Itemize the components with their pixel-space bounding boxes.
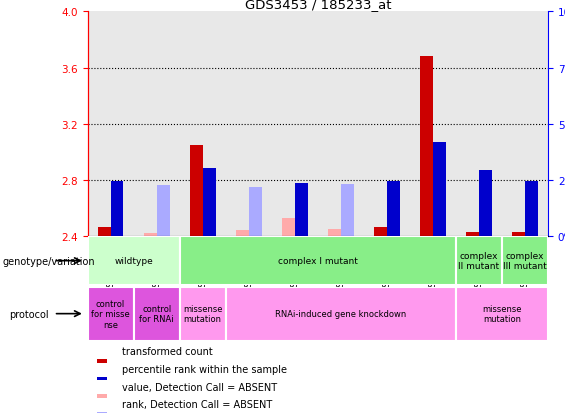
Text: protocol: protocol — [9, 309, 49, 319]
Text: percentile rank within the sample: percentile rank within the sample — [122, 364, 287, 374]
Text: transformed count: transformed count — [122, 347, 213, 356]
Bar — [236, 230, 249, 236]
Bar — [456, 12, 502, 236]
Bar — [387, 182, 400, 236]
Bar — [144, 233, 157, 236]
Bar — [225, 287, 456, 341]
Bar — [203, 169, 216, 236]
Bar — [97, 394, 107, 398]
Bar — [88, 287, 133, 341]
Bar — [282, 218, 295, 236]
Bar — [433, 142, 446, 236]
Text: complex I mutant: complex I mutant — [278, 256, 358, 266]
Bar — [466, 232, 479, 236]
Text: rank, Detection Call = ABSENT: rank, Detection Call = ABSENT — [122, 399, 272, 409]
Bar — [88, 12, 133, 236]
Bar — [374, 228, 387, 236]
Text: missense
mutation: missense mutation — [183, 304, 223, 323]
Bar — [97, 359, 107, 363]
Bar — [456, 236, 502, 286]
Bar — [364, 12, 410, 236]
Text: genotype/variation: genotype/variation — [3, 256, 95, 266]
Bar — [111, 182, 124, 236]
Bar — [502, 12, 548, 236]
Text: wildtype: wildtype — [114, 256, 153, 266]
Bar — [97, 377, 107, 380]
Bar — [502, 236, 548, 286]
Bar — [180, 12, 225, 236]
Bar — [249, 187, 262, 236]
Bar — [88, 236, 180, 286]
Bar — [190, 145, 203, 236]
Bar — [226, 12, 272, 236]
Bar — [328, 229, 341, 236]
Bar — [318, 12, 364, 236]
Text: value, Detection Call = ABSENT: value, Detection Call = ABSENT — [122, 382, 277, 392]
Bar — [98, 228, 111, 236]
Bar — [157, 186, 170, 236]
Text: missense
mutation: missense mutation — [483, 304, 521, 323]
Text: control
for RNAi: control for RNAi — [140, 304, 174, 323]
Bar — [420, 57, 433, 236]
Bar — [512, 232, 525, 236]
Bar — [295, 183, 308, 236]
Bar — [272, 12, 318, 236]
Bar — [97, 412, 107, 413]
Bar — [410, 12, 456, 236]
Bar — [180, 236, 456, 286]
Bar — [133, 287, 180, 341]
Text: complex
III mutant: complex III mutant — [503, 252, 547, 271]
Bar — [133, 12, 180, 236]
Bar — [479, 171, 492, 236]
Title: GDS3453 / 185233_at: GDS3453 / 185233_at — [245, 0, 391, 11]
Bar — [180, 287, 226, 341]
Bar — [456, 287, 548, 341]
Text: RNAi-induced gene knockdown: RNAi-induced gene knockdown — [275, 309, 406, 318]
Bar — [341, 185, 354, 236]
Text: complex
II mutant: complex II mutant — [458, 252, 499, 271]
Text: control
for misse
nse: control for misse nse — [91, 299, 130, 329]
Bar — [525, 182, 538, 236]
